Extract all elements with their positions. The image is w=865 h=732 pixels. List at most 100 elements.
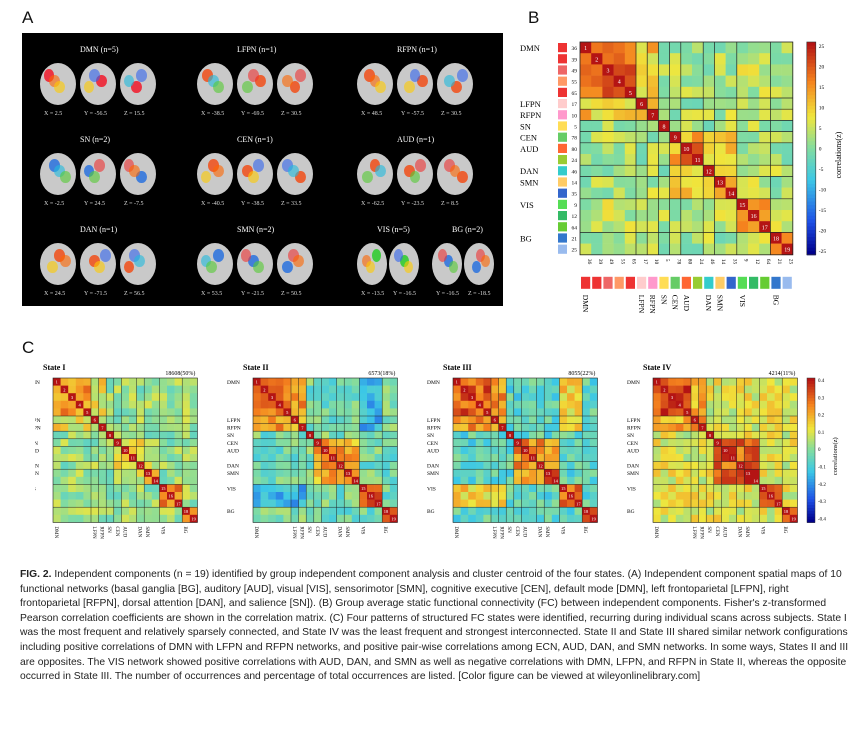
diagonal-index: 10 [723,448,728,453]
matrix-cell [382,438,391,447]
matrix-cell [751,416,760,424]
network-col-label: DMN [253,526,258,538]
network-row-label: DAN [520,166,538,176]
colorbar-segment [806,187,816,192]
matrix-cell [367,454,375,462]
colorbar-segment [806,226,816,231]
matrix-cell [559,476,568,485]
network-row-label: AUD [35,448,39,454]
matrix-cell [475,514,484,523]
activation-blob [129,249,140,262]
matrix-cell [668,431,677,440]
matrix-cell [580,86,592,99]
matrix-cell [692,176,704,188]
matrix-cell [513,431,522,440]
matrix-cell [668,454,677,462]
matrix-cell [759,64,771,76]
matrix-cell [91,469,99,478]
matrix-cell [781,187,794,200]
matrix-cell [624,109,637,121]
matrix-cell [144,416,153,424]
component-id: 80 [572,147,578,153]
brain-slice [120,153,156,195]
matrix-cell [703,98,715,110]
matrix-cell [559,385,568,394]
matrix-cell [551,476,560,485]
matrix-cell [136,484,145,493]
matrix-cell [551,446,560,455]
matrix-cell [551,469,560,478]
matrix-cell [536,385,545,394]
network-col-label: BG [182,526,187,533]
matrix-cell [544,438,553,447]
matrix-cell [374,507,383,516]
matrix-cell [75,393,84,402]
matrix-cell [668,461,677,470]
matrix-cell [536,408,545,417]
matrix-cell [691,438,699,447]
component-swatch [558,143,567,153]
matrix-cell [536,378,545,386]
matrix-cell [789,514,798,523]
matrix-cell [506,454,515,462]
colorbar-segment [807,450,815,454]
matrix-cell [174,514,183,523]
matrix-cell [580,243,592,256]
matrix-cell [782,400,791,409]
matrix-cell [589,423,598,432]
matrix-cell [582,431,591,440]
matrix-cell [53,423,61,432]
matrix-cell [468,484,477,493]
colorbar-segment [806,180,816,185]
matrix-cell [298,514,307,523]
matrix-cell [506,446,515,455]
matrix-cell [336,492,345,500]
matrix-cell [498,385,507,394]
matrix-cell [691,507,699,516]
matrix-cell [283,446,292,455]
brain-slice [237,243,273,285]
matrix-cell [567,378,575,386]
matrix-cell [736,446,745,455]
matrix-cell [260,469,269,478]
matrix-cell [521,378,530,386]
matrix-cell [559,431,568,440]
matrix-cell [382,514,391,523]
matrix-cell [159,499,168,508]
component-id: 10 [572,113,578,119]
matrix-cell [121,408,130,417]
matrix-cell [713,423,722,432]
matrix-cell [729,476,737,485]
matrix-cell [744,469,753,478]
matrix-cell [167,423,175,432]
diagonal-index: 8 [709,433,712,438]
matrix-cell [260,385,269,394]
matrix-cell [669,154,682,166]
matrix-cell [660,438,669,447]
brain-slice [197,153,233,195]
matrix-cell [359,476,368,485]
activation-blob [83,80,95,94]
activation-blob [375,164,386,178]
matrix-cell [506,492,515,500]
matrix-cell [521,492,530,500]
matrix-cell [121,461,130,470]
matrix-cell [60,400,69,409]
matrix-cell [660,469,669,478]
matrix-cell [713,385,722,394]
matrix-cell [680,42,693,54]
network-col-label: LFPN [691,526,696,539]
matrix-cell [98,514,107,523]
matrix-cell [536,507,545,516]
matrix-cell [668,507,677,516]
matrix-cell [675,393,684,402]
matrix-cell [382,378,391,386]
matrix-cell [759,53,771,65]
matrix-cell [602,131,614,144]
matrix-cell [770,109,782,121]
diagonal-index: 10 [683,147,689,153]
matrix-cell [613,154,626,166]
matrix-cell [129,431,137,440]
matrix-cell [736,499,745,508]
activation-blob [282,260,294,274]
